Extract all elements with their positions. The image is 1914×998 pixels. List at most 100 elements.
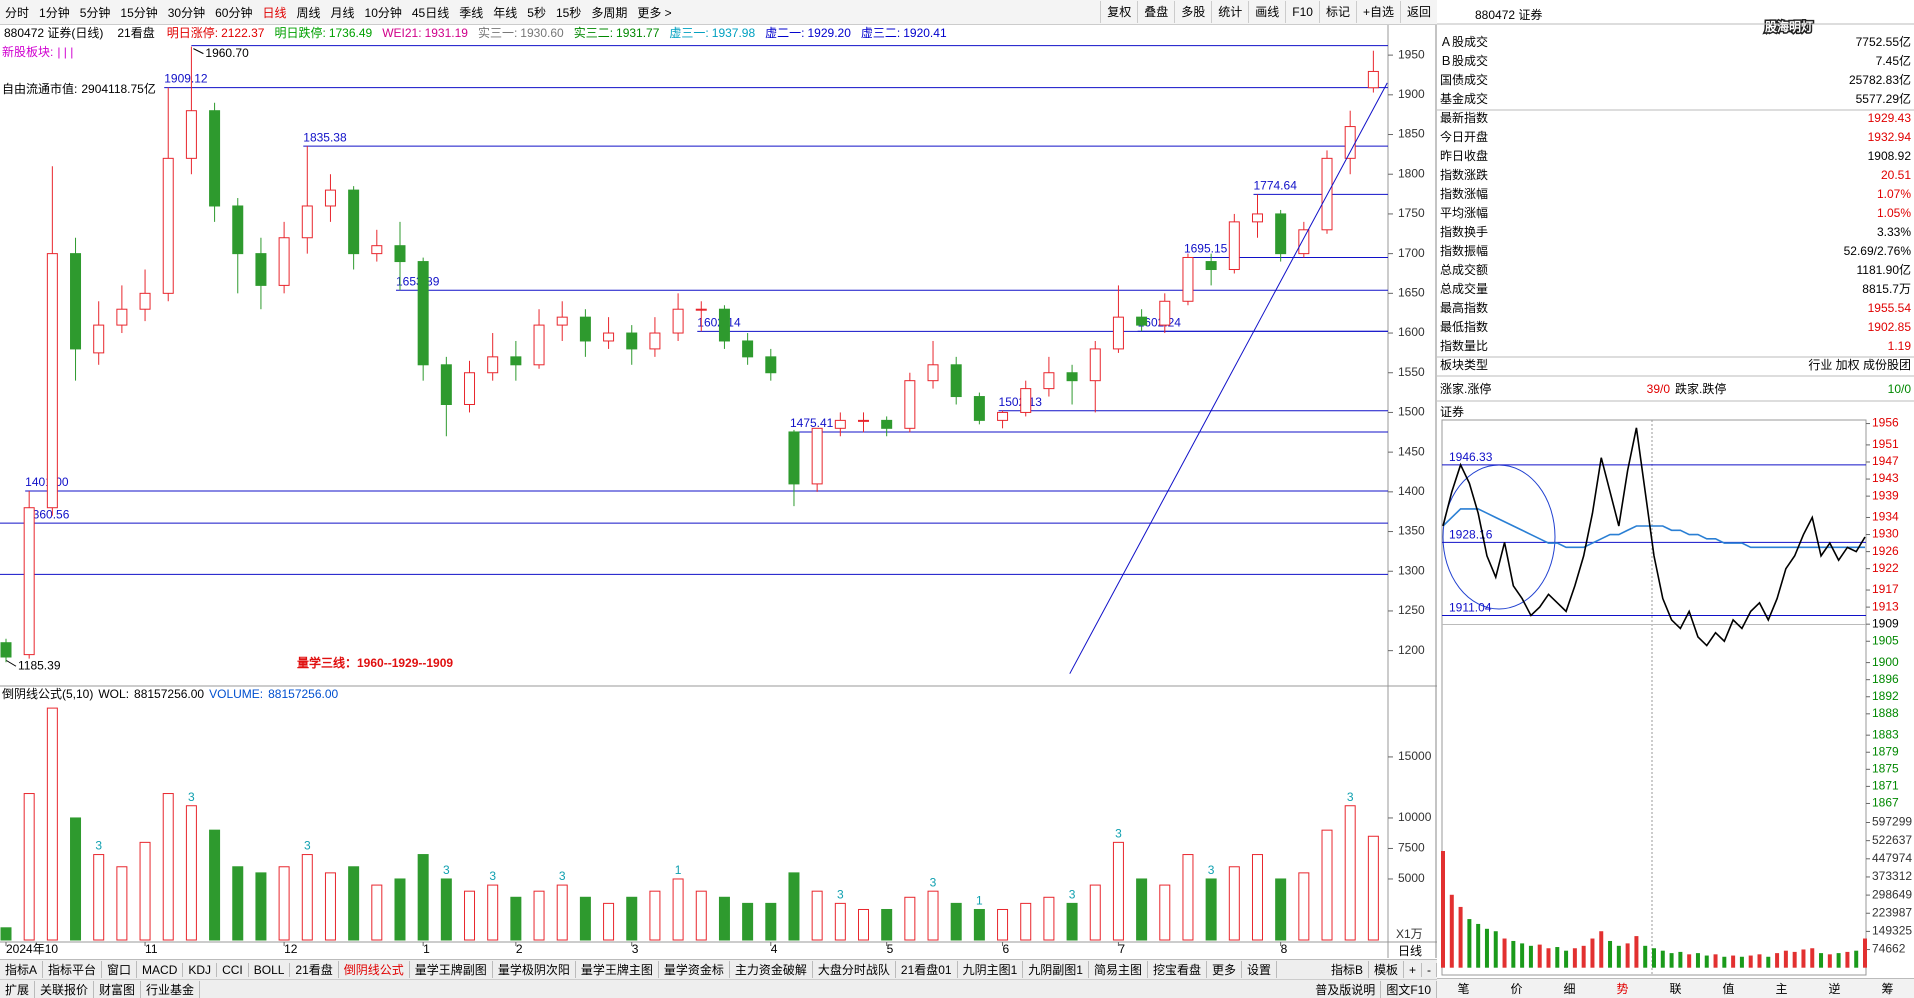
candle-body <box>858 419 869 422</box>
indicator-tab[interactable]: 九阴副图1 <box>1023 961 1089 978</box>
period-button[interactable]: 60分钟 <box>215 5 253 20</box>
level-label: 1774.64 <box>1253 179 1297 193</box>
indicator-tab[interactable]: 更多 <box>1207 961 1243 978</box>
panel-tab[interactable]: 值 <box>1722 982 1735 996</box>
indicator-tab[interactable]: 简易主图 <box>1089 961 1148 978</box>
period-button[interactable]: 15秒 <box>555 5 582 20</box>
period-button[interactable]: 5分钟 <box>79 5 111 20</box>
period-button[interactable]: 多周期 <box>591 5 628 20</box>
candle-body <box>1275 213 1287 255</box>
panel-tab[interactable]: 细 <box>1563 982 1576 996</box>
tab-control[interactable]: - <box>1422 962 1437 977</box>
period-button[interactable]: 月线 <box>330 5 355 20</box>
tool-button[interactable]: F10 <box>1285 1 1319 23</box>
panel-tab[interactable]: 逆 <box>1828 982 1841 996</box>
tab-control[interactable]: 模板 <box>1369 961 1404 978</box>
indicator-tab[interactable]: 量学资金标 <box>659 961 730 978</box>
period-button[interactable]: 分时 <box>5 5 30 20</box>
indicator-tab[interactable]: 指标A <box>0 961 44 978</box>
indicator-tab[interactable]: 挖宝看盘 <box>1148 961 1207 978</box>
indicator-tab[interactable]: 量学极阴次阳 <box>493 961 576 978</box>
indicator-tab[interactable]: CCI <box>217 962 249 977</box>
panel-tab[interactable]: 联 <box>1669 982 1682 996</box>
candle-body <box>440 364 452 405</box>
indicator-tab[interactable]: 21看盘01 <box>896 961 958 978</box>
indicator-tab[interactable]: 倒阴线公式 <box>339 961 410 978</box>
tool-button[interactable]: 标记 <box>1318 1 1356 23</box>
indicator-tab[interactable]: 21看盘 <box>290 961 339 978</box>
volume-bar <box>70 817 82 941</box>
period-button[interactable]: 季线 <box>459 5 484 20</box>
tool-button[interactable]: +自选 <box>1355 1 1400 23</box>
period-button[interactable]: 30分钟 <box>167 5 206 20</box>
indicator-tab[interactable]: 主力资金破解 <box>730 961 813 978</box>
period-button[interactable]: 15分钟 <box>120 5 158 20</box>
indicator-tab[interactable]: KDJ <box>183 962 218 977</box>
volume-bar <box>1783 950 1788 968</box>
panel-tab[interactable]: 价 <box>1510 982 1523 996</box>
period-button[interactable]: 更多 > <box>637 5 672 20</box>
indicator-tab[interactable]: 九阴主图1 <box>958 961 1024 978</box>
volume-bar <box>927 890 939 941</box>
extra-tab[interactable]: 财富图 <box>94 980 142 998</box>
tool-button[interactable]: 统计 <box>1211 1 1248 23</box>
candle-body <box>626 332 638 350</box>
level-label: 1695.15 <box>1184 242 1228 256</box>
footer-link[interactable]: 普及版说明 <box>1310 980 1382 998</box>
indicator-tab[interactable]: 量学王牌主图 <box>576 961 659 978</box>
indicator-tab[interactable]: 设置 <box>1242 961 1278 978</box>
footer-link[interactable]: 图文F10 <box>1381 980 1437 998</box>
period-button[interactable]: 日线 <box>262 5 287 20</box>
tool-button[interactable]: 画线 <box>1248 1 1285 23</box>
tool-button[interactable]: 复权 <box>1100 1 1137 23</box>
candle-body <box>927 364 939 382</box>
extra-tab[interactable]: 行业基金 <box>141 980 201 998</box>
volume-bar <box>1634 936 1639 968</box>
quote-label: 最新指数 <box>1440 110 1488 125</box>
volume-bar <box>1449 894 1454 968</box>
volume-bar <box>672 878 684 941</box>
volume-bar <box>1590 938 1595 968</box>
quote-value: 5577.29亿 <box>1856 91 1911 106</box>
tab-control[interactable]: + <box>1404 962 1422 977</box>
x-tick-label: 5 <box>887 942 894 956</box>
view-name: 21看盘 <box>117 25 154 40</box>
tool-button[interactable]: 叠盘 <box>1137 1 1174 23</box>
volume-bar <box>510 896 522 941</box>
tab-control[interactable]: 指标B <box>1326 961 1369 978</box>
volume-bar <box>116 866 128 941</box>
quote-value: 8815.7万 <box>1862 282 1911 296</box>
volume-bar <box>1528 945 1533 968</box>
y-tick-label: 1930 <box>1872 527 1899 541</box>
indicator-tab[interactable]: 量学王牌副图 <box>410 961 493 978</box>
candle-body <box>232 205 244 255</box>
volume-bar <box>1748 955 1753 968</box>
indicator-tab[interactable]: 窗口 <box>102 961 138 978</box>
period-button[interactable]: 10分钟 <box>364 5 402 20</box>
extra-tab[interactable]: 扩展 <box>0 980 36 998</box>
period-button[interactable]: 年线 <box>493 5 518 20</box>
quote-label: 平均涨幅 <box>1440 205 1488 220</box>
panel-tab[interactable]: 势 <box>1616 982 1629 996</box>
volume-bar <box>1810 948 1815 968</box>
candle-body <box>742 340 754 358</box>
x-tick-label: 8 <box>1281 942 1288 956</box>
tool-button[interactable]: 返回 <box>1399 1 1437 23</box>
indicator-tab[interactable]: 指标平台 <box>43 961 103 978</box>
tool-button[interactable]: 多股 <box>1174 1 1211 23</box>
panel-tab[interactable]: 主 <box>1775 982 1788 996</box>
y-tick-label: 1939 <box>1872 488 1899 502</box>
indicator-tab[interactable]: BOLL <box>249 962 291 977</box>
level-label: 1835.38 <box>303 130 347 144</box>
panel-tab[interactable]: 笔 <box>1457 982 1470 996</box>
period-button[interactable]: 45日线 <box>411 5 450 20</box>
indicator-tab[interactable]: 大盘分时战队 <box>813 961 896 978</box>
volume-bar <box>1112 841 1124 941</box>
volume-bar <box>695 890 707 941</box>
indicator-tab[interactable]: MACD <box>137 962 184 977</box>
panel-tab[interactable]: 筹 <box>1881 982 1894 996</box>
period-button[interactable]: 5秒 <box>527 5 546 20</box>
extra-tab[interactable]: 关联报价 <box>35 980 95 998</box>
period-button[interactable]: 1分钟 <box>39 5 70 20</box>
period-button[interactable]: 周线 <box>296 5 321 20</box>
